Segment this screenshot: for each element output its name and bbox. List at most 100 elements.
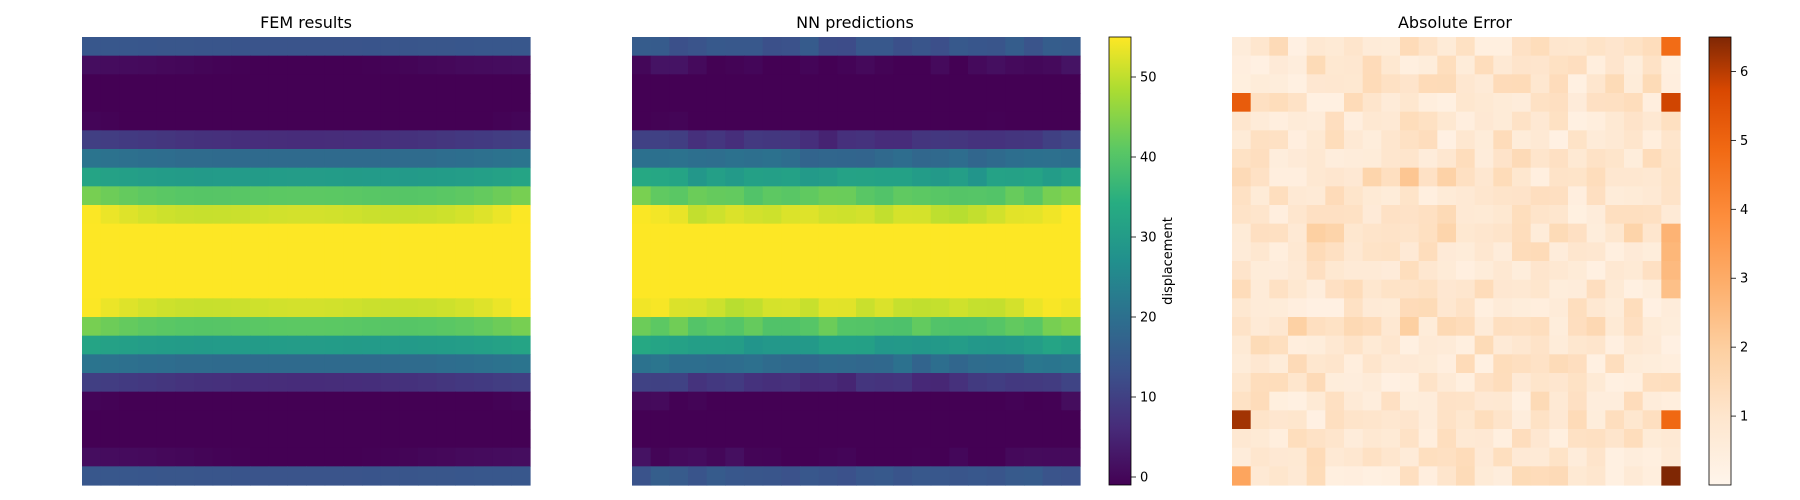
- heatmap-cell: [1624, 335, 1644, 355]
- heatmap-cell: [912, 279, 932, 299]
- heatmap-cell: [250, 186, 270, 206]
- heatmap-cell: [1232, 354, 1252, 374]
- heatmap-cell: [762, 55, 782, 75]
- heatmap-cell: [1362, 410, 1382, 430]
- heatmap-cell: [837, 111, 857, 131]
- heatmap-cell: [781, 74, 801, 94]
- heatmap-cell: [818, 74, 838, 94]
- heatmap-cell: [1474, 167, 1494, 187]
- heatmap-cell: [874, 410, 894, 430]
- heatmap-cell: [399, 223, 419, 243]
- heatmap-cell: [100, 167, 120, 187]
- heatmap-cell: [474, 55, 494, 75]
- heatmap-cell: [1642, 186, 1662, 206]
- heatmap-cell: [688, 149, 708, 169]
- heatmap-cell: [837, 167, 857, 187]
- heatmap-cell: [306, 317, 326, 337]
- heatmap-cell: [688, 167, 708, 187]
- heatmap-cell: [1493, 466, 1513, 486]
- heatmap-cell: [818, 335, 838, 355]
- heatmap-cell: [1530, 261, 1550, 281]
- heatmap-cell: [324, 354, 344, 374]
- heatmap-cell: [1549, 391, 1569, 411]
- heatmap-cell: [250, 223, 270, 243]
- heatmap-cell: [156, 298, 176, 318]
- heatmap-cell: [511, 205, 531, 225]
- heatmap-cell: [725, 279, 745, 299]
- heatmap-cell: [399, 335, 419, 355]
- heatmap-cell: [306, 93, 326, 113]
- heatmap-cell: [968, 37, 988, 57]
- heatmap-cell: [1474, 298, 1494, 318]
- heatmap-cell: [194, 429, 214, 449]
- heatmap-cell: [1605, 37, 1625, 57]
- heatmap-cell: [632, 335, 652, 355]
- heatmap-cell: [688, 111, 708, 131]
- heatmap-cell: [968, 279, 988, 299]
- heatmap-cell: [156, 242, 176, 262]
- heatmap-cell: [175, 354, 195, 374]
- heatmap-cell: [1418, 261, 1438, 281]
- heatmap-cell: [1456, 373, 1476, 393]
- heatmap-cell: [1232, 111, 1252, 131]
- heatmap-cell: [455, 93, 475, 113]
- heatmap-cell: [1474, 111, 1494, 131]
- heatmap-cell: [1474, 279, 1494, 299]
- heatmap-cell: [856, 242, 876, 262]
- heatmap-cell: [511, 55, 531, 75]
- heatmap-cell: [156, 93, 176, 113]
- heatmap-cell: [1456, 298, 1476, 318]
- heatmap-cell: [688, 279, 708, 299]
- heatmap-cell: [324, 447, 344, 467]
- heatmap-cell: [1061, 205, 1081, 225]
- heatmap-cell: [175, 279, 195, 299]
- heatmap-cell: [119, 205, 139, 225]
- heatmap-cell: [511, 93, 531, 113]
- heatmap-cell: [632, 447, 652, 467]
- heatmap-cell: [1605, 373, 1625, 393]
- displacement-colorbar-tick-label: 30: [1140, 231, 1157, 246]
- heatmap-cell: [1456, 37, 1476, 57]
- heatmap-cell: [380, 242, 400, 262]
- heatmap-cell: [306, 111, 326, 131]
- heatmap-cell: [268, 410, 288, 430]
- heatmap-cell: [455, 317, 475, 337]
- heatmap-cell: [1400, 111, 1420, 131]
- heatmap-cell: [287, 466, 307, 486]
- heatmap-cell: [893, 167, 913, 187]
- heatmap-cell: [1306, 279, 1326, 299]
- heatmap-cell: [324, 186, 344, 206]
- heatmap-cell: [1325, 93, 1345, 113]
- heatmap-cell: [818, 279, 838, 299]
- heatmap-cell: [287, 410, 307, 430]
- heatmap-cell: [1493, 335, 1513, 355]
- heatmap-cell: [343, 317, 363, 337]
- heatmap-cell: [1605, 317, 1625, 337]
- heatmap-cell: [138, 447, 158, 467]
- heatmap-cell: [1586, 354, 1606, 374]
- heatmap-cell: [1549, 93, 1569, 113]
- heatmap-cell: [725, 335, 745, 355]
- heatmap-cell: [744, 317, 764, 337]
- heatmap-cell: [492, 37, 512, 57]
- heatmap-cell: [744, 279, 764, 299]
- heatmap-cell: [1624, 279, 1644, 299]
- heatmap-cell: [744, 466, 764, 486]
- heatmap-cell: [1400, 55, 1420, 75]
- heatmap-cell: [306, 335, 326, 355]
- heatmap-cell: [1061, 429, 1081, 449]
- heatmap-cell: [1512, 149, 1532, 169]
- heatmap-cell: [1005, 205, 1025, 225]
- heatmap-cell: [949, 93, 969, 113]
- heatmap-cell: [1418, 279, 1438, 299]
- heatmap-cell: [1512, 279, 1532, 299]
- heatmap-cell: [492, 298, 512, 318]
- heatmap-cell: [82, 37, 102, 57]
- heatmap-cell: [1362, 186, 1382, 206]
- heatmap-cell: [138, 149, 158, 169]
- heatmap-cell: [1381, 111, 1401, 131]
- heatmap-cell: [800, 335, 820, 355]
- heatmap-cell: [762, 74, 782, 94]
- heatmap-cell: [268, 186, 288, 206]
- heatmap-cell: [762, 93, 782, 113]
